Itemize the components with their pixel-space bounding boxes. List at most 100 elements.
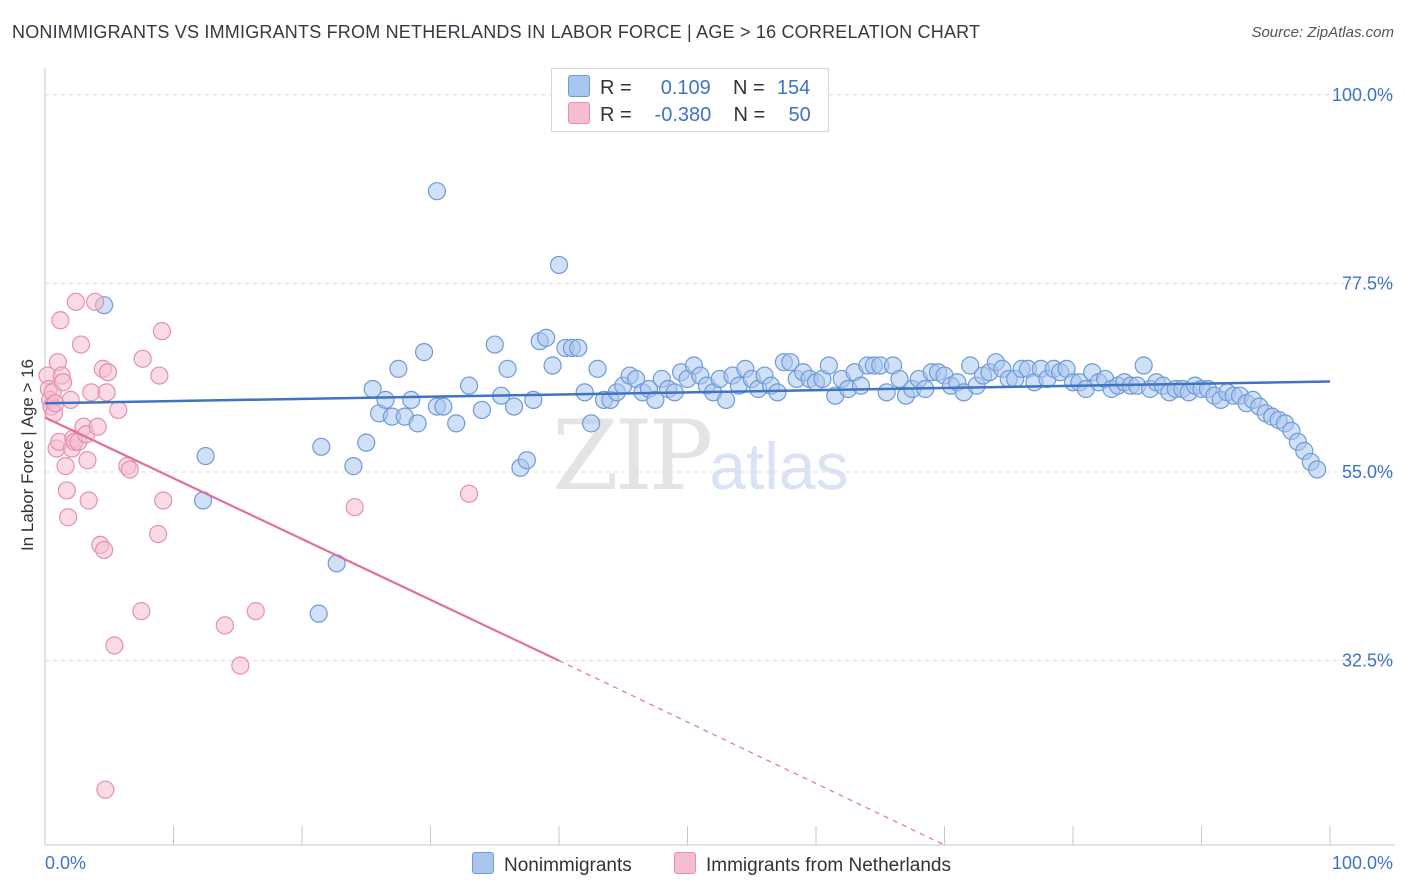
data-point-immigrants	[56, 457, 75, 476]
data-point-nonimmigrants	[569, 338, 588, 358]
legend-r-label: R =	[600, 77, 632, 99]
data-point-nonimmigrants	[1308, 460, 1327, 479]
data-point-nonimmigrants	[504, 397, 524, 416]
legend-row-immigrants: R = -0.380 N = 50	[568, 102, 811, 126]
data-point-nonimmigrants	[434, 397, 453, 416]
data-point-immigrants	[98, 363, 118, 382]
data-point-nonimmigrants	[196, 446, 215, 466]
data-point-nonimmigrants	[1134, 356, 1153, 375]
data-point-nonimmigrants	[312, 437, 331, 456]
watermark-atlas: atlas	[709, 429, 849, 503]
data-point-immigrants	[148, 524, 168, 544]
data-point-nonimmigrants	[819, 356, 838, 375]
trend-line-immigrants-extension	[558, 660, 945, 846]
legend-swatch-pink	[674, 852, 696, 874]
legend-label-immigrants: Immigrants from Netherlands	[706, 855, 951, 876]
data-point-immigrants	[97, 383, 116, 402]
legend-n-value: 154	[776, 77, 811, 99]
data-point-nonimmigrants	[537, 328, 556, 347]
data-point-immigrants	[53, 373, 73, 392]
data-point-immigrants	[246, 602, 265, 621]
data-point-immigrants	[120, 460, 139, 479]
data-point-immigrants	[88, 417, 107, 436]
data-point-nonimmigrants	[768, 383, 787, 402]
data-point-immigrants	[215, 616, 234, 635]
legend-swatch-pink	[568, 102, 590, 124]
data-point-immigrants	[459, 484, 479, 503]
trend-line-nonimmigrants	[44, 380, 1331, 405]
data-point-nonimmigrants	[716, 390, 736, 409]
data-point-nonimmigrants	[414, 343, 434, 362]
data-point-immigrants	[59, 508, 78, 527]
data-point-nonimmigrants	[459, 376, 479, 395]
y-tick-label: 77.5%	[1342, 273, 1393, 293]
data-point-nonimmigrants	[877, 383, 896, 402]
data-point-nonimmigrants	[961, 356, 980, 375]
legend-swatch-blue	[472, 852, 494, 874]
data-point-immigrants	[133, 349, 152, 368]
data-point-nonimmigrants	[588, 359, 607, 378]
data-point-nonimmigrants	[890, 369, 909, 389]
data-point-immigrants	[71, 335, 91, 354]
data-point-immigrants	[105, 636, 124, 655]
legend-swatch-blue	[568, 75, 590, 97]
data-point-immigrants	[345, 498, 364, 517]
data-point-nonimmigrants	[485, 335, 504, 354]
data-point-nonimmigrants	[357, 433, 376, 452]
data-point-nonimmigrants	[309, 604, 328, 623]
legend-label-nonimmigrants: Nonimmigrants	[504, 855, 632, 876]
axes	[44, 68, 1395, 846]
y-tick-label: 32.5%	[1342, 651, 1393, 671]
data-point-immigrants	[154, 491, 173, 510]
legend-item-immigrants: Immigrants from Netherlands	[674, 852, 951, 877]
data-point-nonimmigrants	[646, 390, 665, 409]
trend-lines	[44, 380, 1331, 846]
data-point-nonimmigrants	[472, 400, 491, 420]
legend-r-value: -0.380	[654, 104, 712, 126]
data-point-nonimmigrants	[389, 359, 408, 378]
data-point-immigrants	[152, 322, 172, 341]
trend-line-immigrants	[44, 416, 560, 662]
data-point-nonimmigrants	[517, 451, 536, 470]
data-point-nonimmigrants	[427, 182, 447, 201]
legend-n-label: N =	[733, 77, 765, 99]
data-point-immigrants	[96, 780, 115, 799]
legend-n-label: N =	[733, 104, 766, 126]
data-point-nonimmigrants	[851, 376, 871, 395]
data-point-nonimmigrants	[781, 353, 800, 372]
data-point-immigrants	[78, 451, 97, 470]
data-point-immigrants	[66, 292, 85, 311]
legend-r-label: R =	[600, 104, 632, 126]
data-point-immigrants	[150, 366, 169, 385]
chart-title: NONIMMIGRANTS VS IMMIGRANTS FROM NETHERL…	[12, 22, 981, 42]
data-point-nonimmigrants	[549, 255, 569, 275]
legend-row-nonimmigrants: R = 0.109 N = 154	[568, 75, 810, 99]
legend-item-nonimmigrants: Nonimmigrants	[472, 852, 632, 877]
data-point-nonimmigrants	[402, 390, 421, 409]
watermark: ZIPatlas	[552, 400, 849, 512]
watermark-zip: ZIP	[552, 400, 713, 512]
data-point-nonimmigrants	[498, 359, 517, 378]
data-point-nonimmigrants	[582, 414, 601, 433]
data-point-immigrants	[132, 602, 151, 621]
data-point-immigrants	[57, 481, 76, 500]
data-point-immigrants	[231, 656, 250, 675]
data-point-immigrants	[109, 400, 128, 420]
x-tick-label: 0.0%	[45, 853, 86, 873]
data-point-nonimmigrants	[376, 390, 395, 409]
data-point-immigrants	[79, 491, 98, 510]
data-point-immigrants	[51, 311, 70, 330]
data-point-nonimmigrants	[408, 414, 427, 433]
source-label: Source: ZipAtlas.com	[1251, 24, 1394, 41]
legend-n-value: 50	[788, 104, 811, 126]
data-point-immigrants	[61, 390, 80, 409]
data-point-immigrants	[86, 292, 105, 311]
y-tick-label: 55.0%	[1342, 462, 1393, 482]
legend-r-value: 0.109	[660, 77, 711, 99]
data-point-nonimmigrants	[575, 383, 594, 402]
data-point-nonimmigrants	[447, 414, 466, 433]
x-tick-label: 100.0%	[1332, 853, 1393, 873]
tick-labels: 100.0% 77.5% 55.0% 32.5% 0.0% 100.0%	[45, 85, 1393, 873]
correlation-legend: R = 0.109 N = 154 R = -0.380 N = 50	[551, 68, 829, 132]
